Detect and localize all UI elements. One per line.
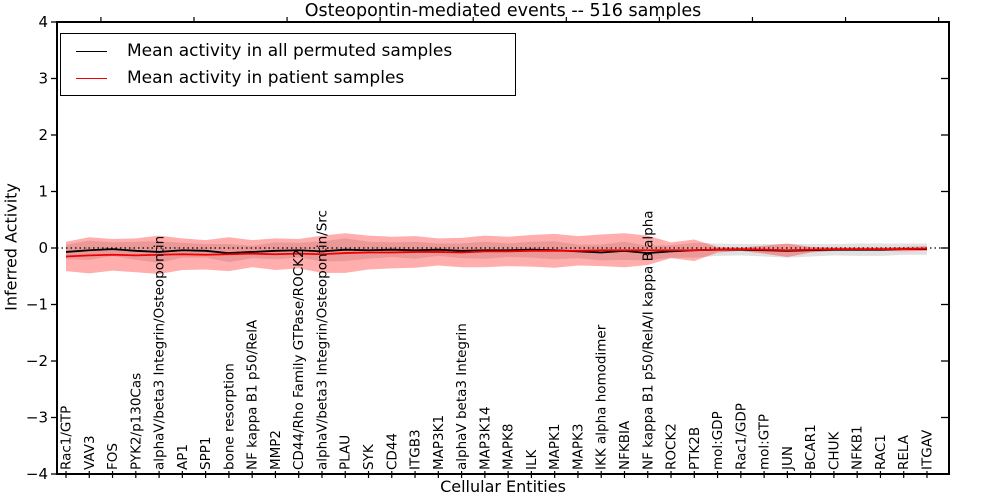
x-tick-label: alphaV beta3 Integrin bbox=[454, 323, 470, 470]
y-tick-label: −2 bbox=[26, 352, 48, 370]
x-tick-label: PYK2/p130Cas bbox=[128, 373, 144, 470]
patient-band bbox=[66, 233, 927, 274]
x-tick-label: ITGB3 bbox=[408, 429, 424, 470]
patient-mean-line bbox=[65, 247, 928, 258]
y-tick-label: 4 bbox=[38, 13, 48, 31]
x-tick-label: MAPK8 bbox=[501, 424, 517, 470]
x-tick-label: mol:GDP bbox=[710, 411, 726, 470]
y-tick-label: −4 bbox=[26, 465, 48, 483]
x-tick-label: AP1 bbox=[175, 444, 191, 470]
x-tick-label: BCAR1 bbox=[803, 424, 819, 470]
patient-line-swatch bbox=[76, 77, 107, 79]
x-tick-label: MAP3K1 bbox=[431, 415, 447, 470]
x-tick-label: CHUK bbox=[826, 431, 842, 470]
x-tick-label: Rac1/GDP bbox=[733, 403, 749, 470]
x-tick-label: SPP1 bbox=[198, 437, 214, 470]
y-tick-label: 0 bbox=[38, 239, 48, 257]
x-tick-label: NFKB1 bbox=[850, 425, 866, 470]
legend: Mean activity in all permuted samples Me… bbox=[60, 33, 516, 96]
permuted-line-swatch bbox=[76, 50, 107, 52]
x-tick-label: ILK bbox=[524, 448, 540, 470]
x-tick-label: JUN bbox=[780, 446, 796, 471]
x-tick-label: CD44 bbox=[384, 433, 400, 470]
y-axis-label: Inferred Activity bbox=[1, 183, 21, 311]
y-tick-label: −3 bbox=[26, 409, 48, 427]
x-tick-label: MAPK3 bbox=[570, 424, 586, 470]
x-tick-label: RELA bbox=[896, 434, 912, 470]
x-tick-label: SYK bbox=[361, 443, 377, 470]
x-tick-label: RAC1 bbox=[873, 434, 889, 470]
x-tick-label: FOS bbox=[105, 443, 121, 470]
x-tick-label: MMP2 bbox=[268, 430, 284, 470]
x-tick-label: ITGAV bbox=[919, 429, 935, 470]
chart-title: Osteopontin-mediated events -- 516 sampl… bbox=[304, 1, 702, 21]
y-tick-label: −1 bbox=[26, 296, 48, 314]
x-tick-label: mol:GTP bbox=[757, 414, 773, 470]
x-tick-label: NFKBIA bbox=[617, 420, 633, 470]
x-tick-label: PTK2B bbox=[687, 427, 703, 470]
y-tick-label: 1 bbox=[38, 183, 48, 201]
y-tick-label: 3 bbox=[38, 70, 48, 88]
x-tick-label: PLAU bbox=[338, 435, 354, 470]
x-tick-label: MAP3K14 bbox=[477, 406, 493, 470]
x-tick-label: CD44/Rho Family GTPase/ROCK2 bbox=[291, 249, 307, 470]
x-tick-label: NF kappa B1 p50/RelA bbox=[245, 319, 261, 470]
legend-item-patient: Mean activity in patient samples bbox=[76, 68, 515, 88]
x-tick-label: alphaV/beta3 Integrin/Osteopontin bbox=[152, 236, 168, 470]
x-tick-label: alphaV/beta3 Integrin/Osteopontin/Src bbox=[314, 210, 330, 470]
x-tick-label: Rac1/GTP bbox=[59, 406, 75, 470]
legend-label-patient: Mean activity in patient samples bbox=[127, 68, 405, 88]
x-tick-label: NF kappa B1 p50/RelA/I kappa B alpha bbox=[640, 210, 656, 470]
legend-item-permuted: Mean activity in all permuted samples bbox=[76, 41, 515, 61]
x-tick-label: MAPK1 bbox=[547, 424, 563, 470]
x-tick-label: VAV3 bbox=[82, 435, 98, 470]
legend-label-permuted: Mean activity in all permuted samples bbox=[127, 41, 453, 61]
x-axis-label: Cellular Entities bbox=[440, 477, 566, 496]
x-tick-label: ROCK2 bbox=[664, 423, 680, 470]
y-tick-label: 2 bbox=[38, 126, 48, 144]
x-tick-label: IKK alpha homodimer bbox=[594, 324, 610, 470]
x-tick-label: bone resorption bbox=[221, 363, 237, 470]
